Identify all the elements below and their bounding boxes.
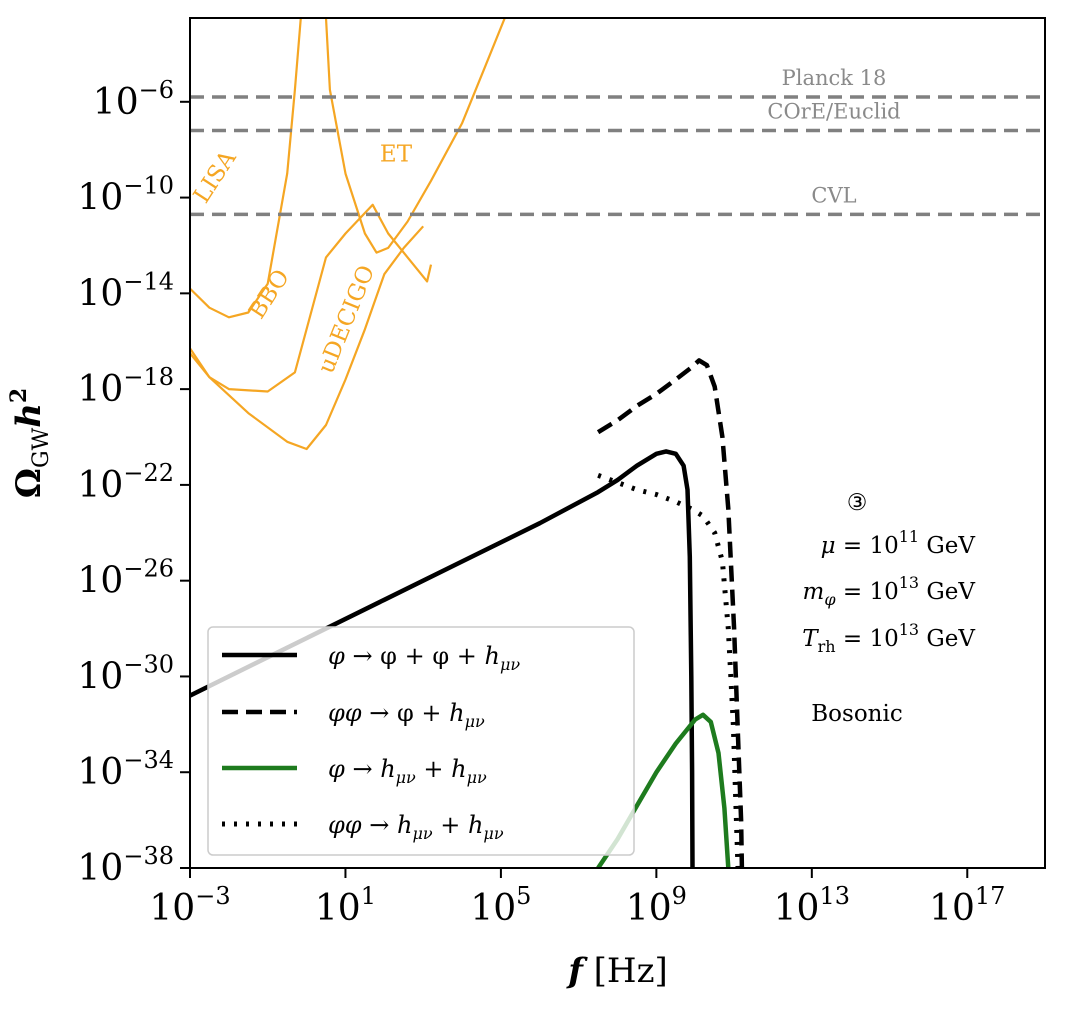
y-axis-title: ΩGWh2 [6,388,54,499]
param-m-phi: mφ = 1013 GeV [803,573,976,609]
legend: φ → φ + φ + hμν φφ → φ + hμν φ → hμν + hμν… [207,626,635,856]
hline-label: COrE/Euclid [767,100,900,124]
x-tick-label: 10−3 [149,882,230,929]
detector-curve-et [324,18,506,254]
y-tick-label: 10−38 [78,842,174,889]
legend-label: φφ → hμν + hμν [328,811,504,843]
axis-ticks: 10−3 101 105 109 1013 1017 10−6 10−10 10−14 10−18… [78,76,1006,929]
x-tick-label: 109 [626,882,687,929]
parameter-annotations: ③ μ = 1011 GeV mφ = 1013 GeV Trh = 1013 GeV… [802,490,975,727]
y-tick-label: 10−26 [78,555,174,602]
x-tick-label: 1013 [774,882,850,929]
hline-label: Planck 18 [782,66,887,90]
x-tick-label: 1017 [929,882,1005,929]
y-tick-label: 10−34 [78,746,174,793]
axis-titles: f [Hz] ΩGWh2 [6,388,668,991]
case-label: Bosonic [811,701,902,727]
plot-frame [189,17,1046,869]
legend-label: φ → φ + φ + hμν [328,642,520,674]
x-tick-label: 101 [315,882,376,929]
detector-label: uDECIGO [313,262,380,377]
y-tick-label: 10−10 [78,172,174,219]
case-marker: ③ [847,490,868,516]
y-tick-label: 10−22 [78,459,174,506]
detector-label: LISA [189,146,242,208]
series-line-phivarphi_to_varphi_h [596,358,745,868]
detector-curve-udecigo [190,225,425,451]
y-tick-label: 10−14 [78,267,174,314]
detector-label: BBO [244,265,295,324]
sensitivity-lines [190,95,1045,217]
param-t-rh: Trh = 1013 GeV [802,620,975,656]
detector-label: ET [380,142,413,168]
param-mu: μ = 1011 GeV [821,527,976,559]
y-tick-label: 10−6 [93,76,174,123]
x-tick-label: 105 [470,882,531,929]
legend-label: φ → hμν + hμν [328,755,487,787]
y-tick-label: 10−30 [78,650,174,697]
y-tick-label: 10−18 [78,363,174,410]
legend-label: φφ → φ + hμν [328,699,485,731]
legend-box [207,626,635,856]
hline-label: CVL [811,183,856,207]
detector-curve-bbo [190,203,433,393]
detector-curve-lisa [190,18,302,319]
curve-labels: Planck 18 COrE/Euclid CVL LISA ET BBO uDECIGO [189,66,901,377]
x-axis-title: f [Hz] [566,951,668,991]
series-line-phi_to_phiphi_h [190,449,695,868]
detector-curves [190,18,506,451]
series-line-phiphi_to_hh [597,472,741,868]
